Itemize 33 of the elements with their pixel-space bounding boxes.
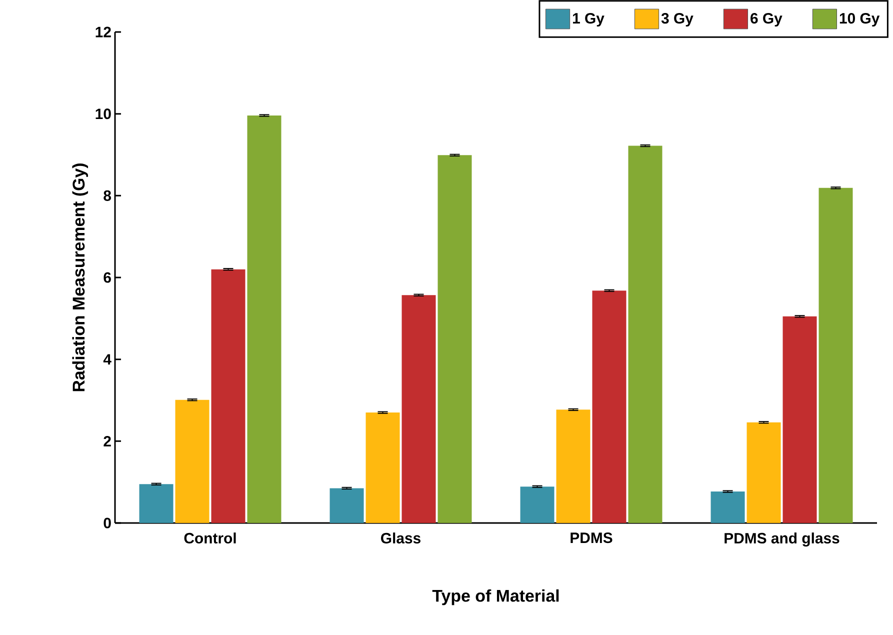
bar [175, 400, 210, 523]
bar [556, 410, 590, 523]
bar [211, 269, 246, 523]
x-tick-label: Glass [381, 532, 420, 544]
legend-label: 1 Gy [572, 13, 604, 27]
bar [247, 115, 282, 523]
y-axis-title: Radiation Measurement (Gy) [72, 164, 88, 392]
bar [782, 316, 817, 523]
x-tick-label: PDMS [570, 532, 612, 544]
y-tick-label: 10 [96, 108, 111, 120]
x-tick-label: PDMS and glass [724, 532, 840, 547]
legend-label: 3 Gy [661, 13, 694, 27]
bar [818, 188, 853, 523]
x-tick-label: Control [184, 532, 236, 544]
bar [520, 486, 554, 523]
bar [402, 295, 436, 523]
y-tick-label: 6 [104, 272, 111, 283]
x-axis-title: Type of Material [432, 589, 559, 606]
y-tick-label: 4 [103, 354, 112, 364]
legend-label: 6 Gy [750, 13, 782, 27]
y-tick-label: 8 [104, 190, 112, 201]
bar [710, 491, 745, 523]
bar [592, 290, 626, 523]
bar [746, 422, 781, 523]
bar [366, 412, 400, 523]
y-tick-label: 12 [96, 26, 111, 38]
legend-label: 10 Gy [840, 13, 880, 27]
bar [139, 484, 174, 523]
bar [330, 488, 364, 523]
y-tick-label: 2 [104, 436, 111, 446]
bar [628, 146, 662, 523]
bar [438, 155, 472, 523]
y-tick-label: 0 [104, 518, 111, 528]
